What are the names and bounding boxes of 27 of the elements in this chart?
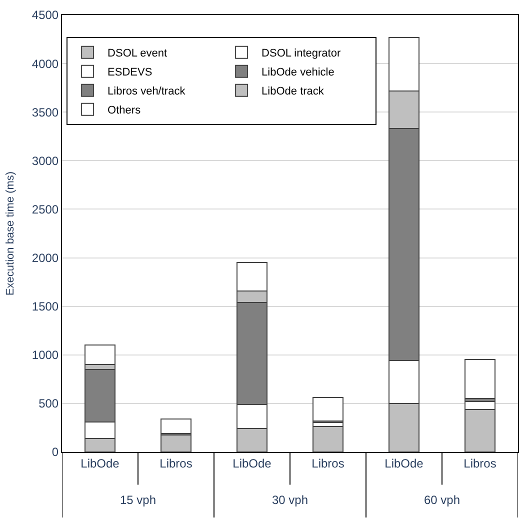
y-tick-label: 4000 [32, 56, 59, 71]
text: 60 vph [424, 493, 460, 507]
text: 30 vph [272, 493, 308, 507]
y-axis-title: Execution base time (ms) [4, 171, 17, 296]
x-tick-label: Libros [312, 456, 344, 470]
x-tick-label: LibOde [80, 456, 120, 470]
legend-label: LibOde track [262, 86, 324, 98]
x-tick-label: LibOde [232, 456, 272, 470]
legend-label: Others [108, 104, 142, 117]
y-tick-label: 2500 [32, 202, 59, 216]
y-tick-label: 3000 [32, 154, 59, 168]
legend-label: Libros veh/track [108, 86, 186, 98]
x-tick-label: LibOde [384, 456, 424, 470]
legend-label: DSOL event [108, 48, 168, 60]
legend-label: DSOL integrator [262, 48, 341, 60]
y-tick-label: 1000 [32, 348, 59, 362]
y-tick-label: 1500 [32, 300, 59, 314]
y-tick-label: 0 [52, 445, 59, 460]
legend-label: ESDEVS [108, 66, 152, 79]
x-tick-label: Libros [464, 456, 496, 470]
y-tick-label: 3500 [32, 105, 59, 120]
text: 15 vph [120, 493, 156, 507]
x-tick-label: Libros [160, 456, 192, 470]
legend-label: LibOde vehicle [262, 66, 334, 79]
y-tick-label: 500 [38, 396, 59, 411]
y-tick-label: 4500 [32, 8, 59, 22]
y-tick-label: 2000 [32, 250, 59, 265]
